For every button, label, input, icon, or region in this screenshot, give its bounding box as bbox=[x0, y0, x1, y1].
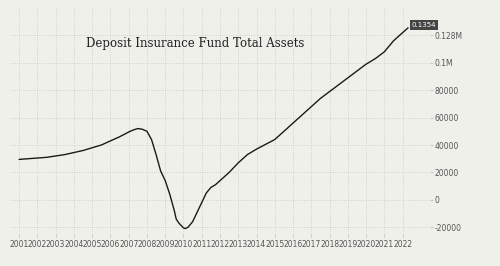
Text: 0.1354: 0.1354 bbox=[412, 22, 436, 28]
Text: Deposit Insurance Fund Total Assets: Deposit Insurance Fund Total Assets bbox=[86, 38, 304, 50]
